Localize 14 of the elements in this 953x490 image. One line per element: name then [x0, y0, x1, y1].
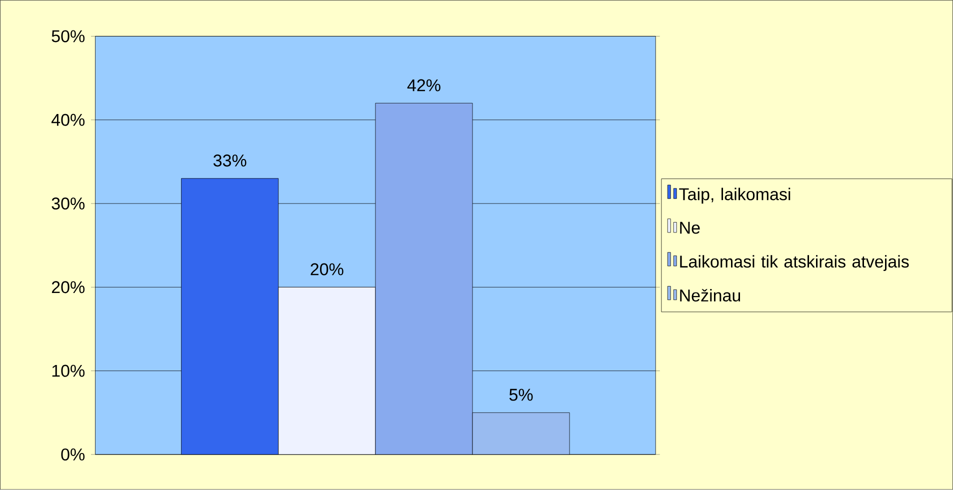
y-tick-label: 10% [52, 364, 85, 377]
legend-label: Ne [680, 222, 700, 234]
legend-label: Nežinau [680, 289, 740, 302]
y-tick-label: 40% [51, 114, 85, 126]
y-tick-label: 0% [61, 448, 85, 461]
data-label: 20% [310, 263, 344, 276]
data-label: 33% [213, 154, 246, 167]
data-label: 42% [407, 79, 440, 92]
y-tick-label: 50% [52, 30, 85, 42]
y-tick-label: 20% [52, 281, 85, 294]
data-label: 5% [509, 388, 533, 401]
y-tick-label: 30% [52, 198, 85, 210]
legend-label: Laikomasi tik atskirais atvejais [680, 255, 909, 272]
legend-label: Taip, laikomasi [679, 188, 790, 204]
